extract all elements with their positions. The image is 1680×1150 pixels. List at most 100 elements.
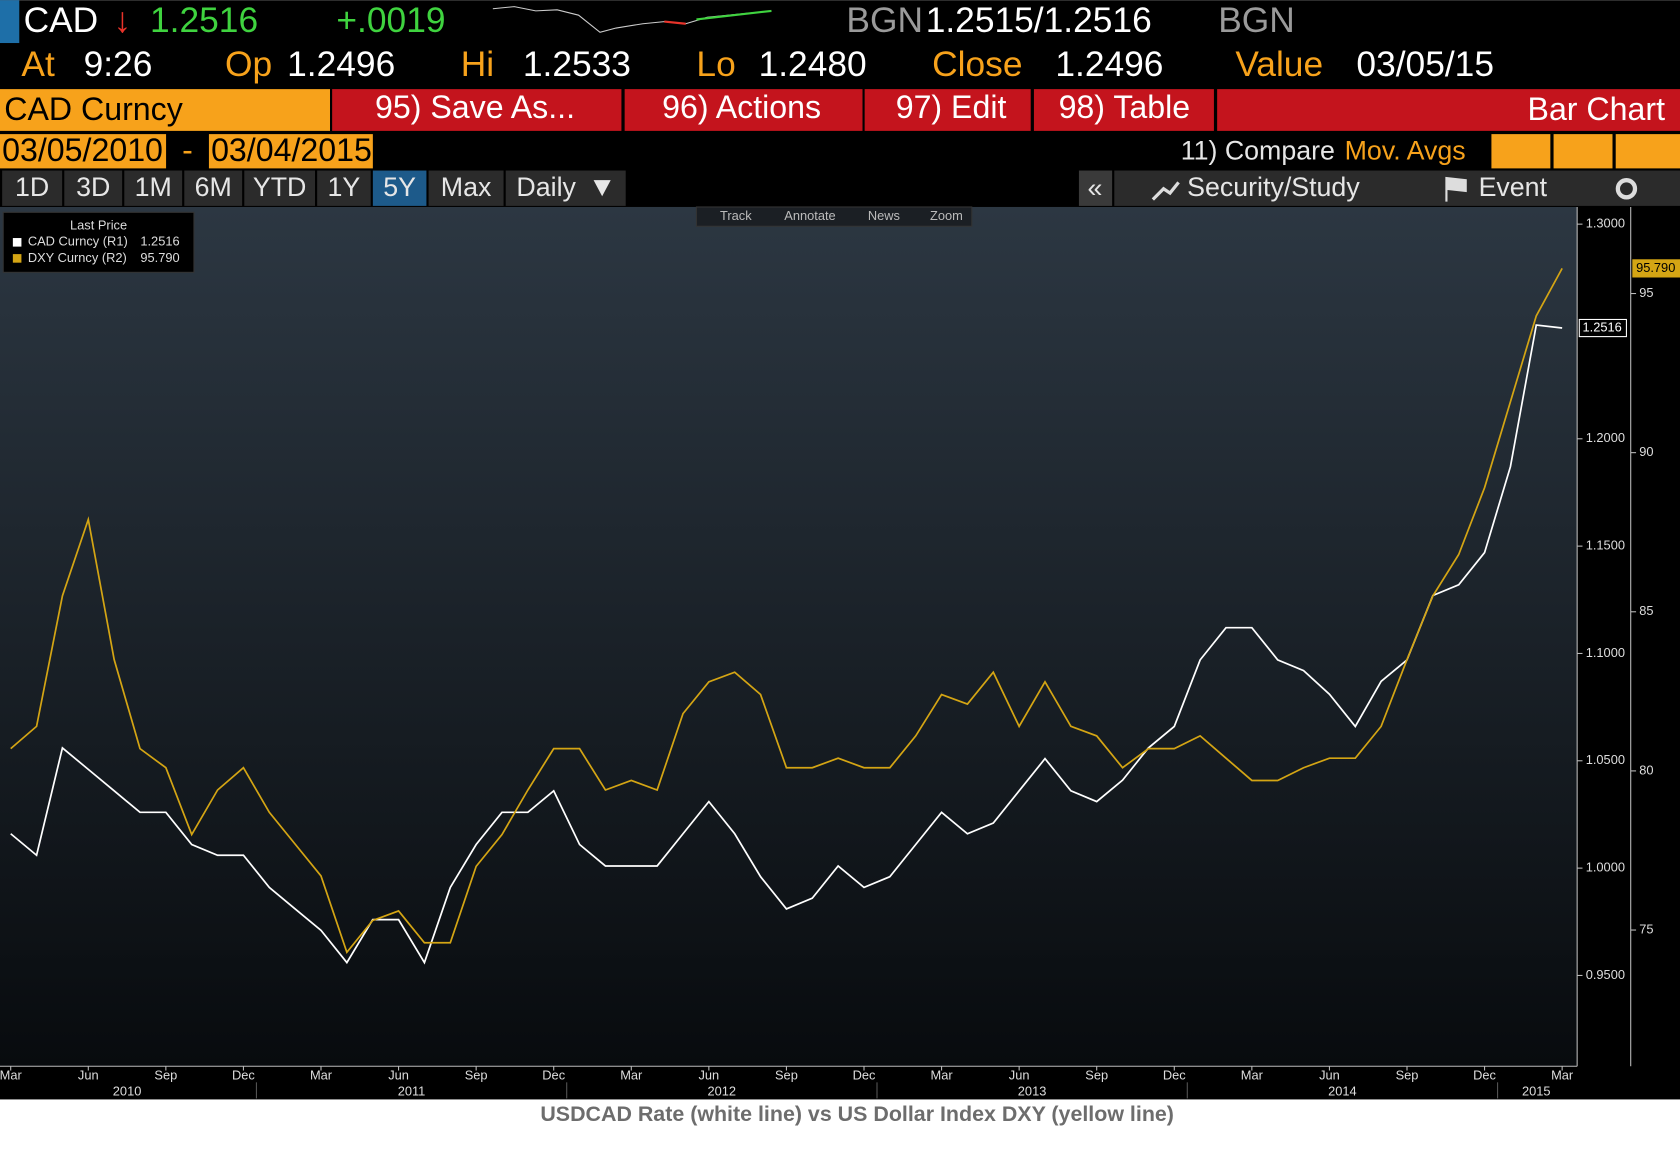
period-tab[interactable] — [372, 170, 427, 206]
period-tabs: 1D 3D 1M 6M YTD 1Y 5Y Max Daily — [2, 170, 626, 206]
x-tick-label: Mar — [0, 1067, 22, 1082]
button-label[interactable]: 95) Save As... — [375, 89, 575, 125]
tools-bar — [695, 206, 973, 227]
tool[interactable]: Annotate — [784, 208, 835, 223]
option-box[interactable] — [1615, 134, 1680, 169]
legend: CAD Curncy (R1) 1.2516 DXY Curncy (R2) 95.7… — [12, 234, 180, 265]
x-tick-label: Dec — [542, 1067, 565, 1082]
net-change: +.0019 — [336, 1, 445, 40]
study-icon — [1151, 181, 1180, 201]
date-box[interactable] — [208, 134, 373, 169]
series-line — [10, 267, 1563, 955]
security-box — [0, 89, 330, 131]
period-tab[interactable] — [428, 170, 504, 206]
period-tab[interactable] — [244, 170, 315, 206]
collapse[interactable]: « — [1088, 173, 1103, 203]
y-tick-label: 1.0000 — [1586, 860, 1625, 875]
legend-value: 1.2516 — [140, 234, 179, 249]
source: BGN — [1218, 1, 1295, 40]
x-tick-label: Dec — [232, 1067, 255, 1082]
end-date[interactable]: 03/04/2015 — [211, 132, 372, 168]
label: Op — [225, 45, 272, 84]
settings-icon[interactable] — [1615, 178, 1638, 200]
button[interactable] — [864, 89, 1031, 131]
x-tick-label: Dec — [853, 1067, 876, 1082]
start-date[interactable]: 03/05/2010 — [2, 132, 163, 168]
compare[interactable]: 11) Compare — [1181, 135, 1335, 165]
period-label[interactable]: Max — [441, 172, 492, 202]
security[interactable]: CAD Curncy — [4, 91, 183, 127]
year-label: 2014 — [1328, 1083, 1357, 1098]
sparkline-up — [696, 9, 772, 21]
down-arrow: ↓ — [114, 1, 132, 40]
period-label[interactable]: 1D — [15, 172, 49, 202]
period-tab[interactable] — [2, 170, 63, 206]
x-tick-label: Mar — [1241, 1067, 1264, 1082]
y-tick-label: 1.1500 — [1586, 538, 1625, 553]
x-tick-label: Dec — [1473, 1067, 1496, 1082]
button-label[interactable]: 97) Edit — [896, 89, 1007, 125]
y2-tick-label: 85 — [1639, 603, 1653, 618]
x-tick-label: Jun — [1009, 1067, 1030, 1082]
mov-avgs[interactable]: Mov. Avgs — [1345, 135, 1466, 165]
period-tab[interactable] — [317, 170, 371, 206]
year-label: 2011 — [398, 1083, 426, 1098]
period-label[interactable]: 6M — [195, 172, 232, 202]
chart-kind[interactable]: Bar Chart — [1528, 91, 1666, 127]
x-tick-label: Mar — [310, 1067, 333, 1082]
x-tick-label: Sep — [775, 1067, 798, 1082]
caption-bg — [0, 1099, 1680, 1150]
series-line — [10, 324, 1563, 965]
y-tick-label: 1.0500 — [1586, 752, 1625, 767]
option-box[interactable] — [1553, 134, 1613, 169]
y2-tick-label: 80 — [1639, 762, 1653, 777]
sparkline-down — [664, 20, 686, 25]
button[interactable] — [1033, 89, 1214, 131]
focus-marker — [0, 0, 20, 44]
tool[interactable]: Track — [720, 208, 752, 223]
period-tab[interactable] — [184, 170, 243, 206]
y-tick-label: 1.3000 — [1586, 216, 1625, 231]
x-tick-label: Sep — [465, 1067, 488, 1082]
dropdown-icon — [593, 180, 611, 197]
legend-swatch — [12, 238, 22, 247]
period-tab[interactable] — [64, 170, 123, 206]
option-box[interactable] — [1491, 134, 1551, 169]
legend-name: CAD Curncy (R1) — [28, 234, 128, 249]
period-label[interactable]: 1M — [135, 172, 172, 202]
period-label[interactable]: 5Y — [383, 172, 416, 202]
legend-value: 95.790 — [140, 250, 179, 265]
dash: - — [182, 132, 193, 168]
event[interactable]: Event — [1479, 172, 1548, 202]
date-box[interactable] — [0, 134, 167, 169]
period-tab[interactable] — [124, 170, 183, 206]
x-tick-label: Dec — [1163, 1067, 1186, 1082]
collapse-button[interactable] — [1078, 170, 1113, 206]
button[interactable] — [332, 89, 622, 131]
tool[interactable]: News — [868, 208, 900, 223]
button-label[interactable]: 96) Actions — [662, 89, 821, 125]
period-label[interactable]: YTD — [253, 172, 307, 202]
button-label[interactable]: 98) Table — [1059, 89, 1191, 125]
value: 1.2533 — [523, 45, 631, 84]
x-tick-label: Sep — [1396, 1067, 1419, 1082]
button[interactable] — [624, 89, 863, 131]
chart-tools: Track Annotate News Zoom — [695, 206, 973, 227]
security-study[interactable]: Security/Study — [1187, 172, 1360, 202]
ticker: CAD — [24, 1, 99, 40]
label: At — [21, 45, 55, 84]
label: Close — [932, 45, 1022, 84]
y2-tick-label: 75 — [1639, 921, 1653, 936]
y-tick-label: 0.9500 — [1586, 967, 1625, 982]
x-tick-label: Jun — [388, 1067, 409, 1082]
last-price-label: 1.2516 — [1583, 319, 1622, 334]
value: 03/05/15 — [1356, 45, 1494, 84]
period-label[interactable]: 1Y — [328, 172, 361, 202]
frequency-label[interactable]: Daily — [516, 172, 576, 202]
source: BGN — [846, 1, 923, 40]
tool[interactable]: Zoom — [930, 208, 963, 223]
period-label[interactable]: 3D — [76, 172, 110, 202]
label: Lo — [696, 45, 735, 84]
year-label: 2013 — [1018, 1083, 1047, 1098]
